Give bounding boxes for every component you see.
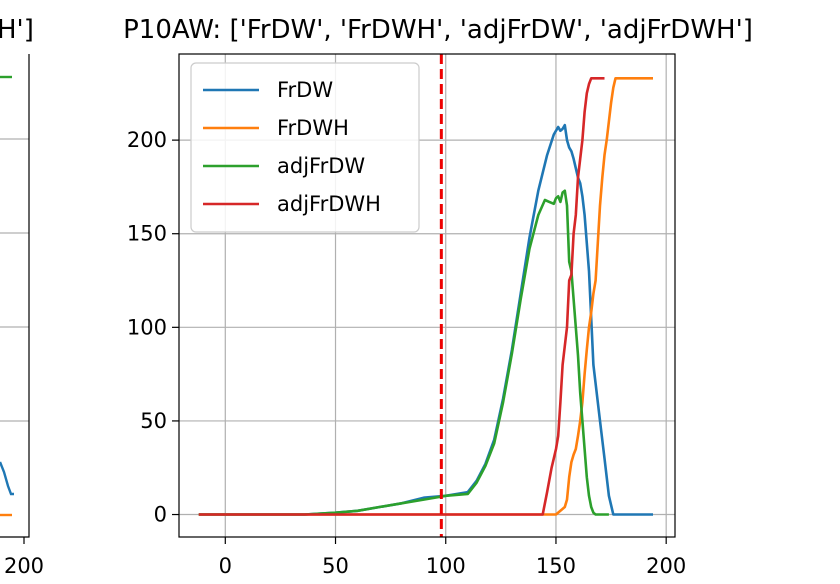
- x-tick-label: 200: [646, 554, 686, 578]
- legend-label-frdwh: FrDWH: [277, 116, 349, 140]
- series-line-adjfrdw: [198, 189, 609, 516]
- left-panel-axes-frame: [0, 54, 30, 538]
- y-tick-label: 0: [154, 503, 167, 527]
- y-tick-label: 100: [127, 315, 167, 339]
- left-panel-xtick-label: 200: [4, 554, 44, 578]
- left-panel-title-fragment: H']: [0, 15, 34, 45]
- y-tick-label: 150: [127, 222, 167, 246]
- legend-label-adjfrdw: adjFrDW: [277, 154, 365, 178]
- left-panel-grid: [0, 138, 29, 422]
- main-panel: 0 50 100 150 200 0 50 100 150 200 FrDW FrDWH adjFr…: [123, 15, 753, 578]
- x-tick-label: 100: [426, 554, 466, 578]
- left-panel-fragment: 200 H']: [0, 15, 44, 578]
- y-tick-label: 50: [140, 409, 167, 433]
- x-tick-label: 50: [322, 554, 349, 578]
- x-axis-ticks: 0 50 100 150 200: [219, 537, 686, 578]
- legend-label-adjfrdwh: adjFrDWH: [277, 192, 381, 216]
- series-line-adjfrdwh: [198, 77, 605, 516]
- x-tick-label: 150: [536, 554, 576, 578]
- series-line-frdwh: [198, 77, 653, 516]
- chart-title: P10AW: ['FrDW', 'FrDWH', 'adjFrDW', 'adj…: [123, 15, 753, 45]
- axes-frame: [178, 53, 676, 538]
- y-tick-label: 200: [127, 128, 167, 152]
- left-panel-frdw-fragment: [0, 461, 14, 496]
- legend-box: [190, 62, 420, 233]
- y-axis-ticks: 0 50 100 150 200: [127, 128, 179, 527]
- legend-label-frdw: FrDW: [277, 78, 333, 102]
- x-tick-label: 0: [219, 554, 232, 578]
- legend: FrDW FrDWH adjFrDW adjFrDWH: [190, 62, 420, 233]
